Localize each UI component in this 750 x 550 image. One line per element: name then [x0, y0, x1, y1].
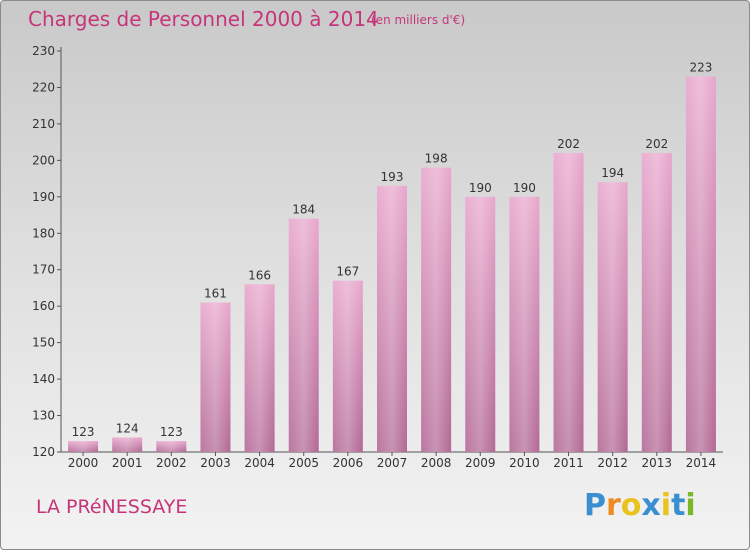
bar-shine-2003	[200, 302, 231, 452]
x-tick-label: 2005	[288, 456, 319, 470]
x-tick-label: 2000	[68, 456, 99, 470]
bar-shine-2005	[288, 218, 319, 452]
place-name: LA PRéNESSAYE	[36, 496, 188, 518]
y-tick-label: 220	[32, 80, 55, 94]
bar-shine-2006	[332, 280, 363, 452]
bar-shine-2010	[509, 196, 540, 452]
y-tick-label: 150	[32, 336, 55, 350]
x-tick-label: 2003	[200, 456, 231, 470]
x-tick-label: 2002	[156, 456, 187, 470]
bar-shine-2013	[641, 153, 672, 452]
x-tick-label: 2013	[642, 456, 673, 470]
x-tick-label: 2014	[686, 456, 717, 470]
data-label: 202	[557, 137, 580, 151]
data-label: 190	[513, 181, 536, 195]
chart-unit: (en milliers d'€)	[371, 13, 466, 27]
data-label: 123	[72, 425, 95, 439]
x-tick-label: 2012	[597, 456, 628, 470]
data-label: 190	[469, 181, 492, 195]
bar-shine-2001	[112, 437, 143, 452]
bar-shine-2014	[685, 76, 716, 452]
logo-letter: t	[671, 488, 686, 523]
logo-letter: P	[584, 488, 606, 523]
y-tick-label: 200	[32, 153, 55, 167]
data-label: 198	[425, 152, 448, 166]
data-label: 124	[116, 421, 139, 435]
x-tick-label: 2011	[553, 456, 584, 470]
bar-shine-2011	[553, 153, 584, 452]
logo-letter: x	[641, 488, 661, 523]
chart-title: Charges de Personnel 2000 à 2014	[28, 7, 379, 31]
data-label: 166	[248, 268, 271, 282]
y-tick-label: 190	[32, 190, 55, 204]
data-label: 202	[645, 137, 668, 151]
logo-letter: i	[660, 488, 672, 523]
y-tick-label: 130	[32, 409, 55, 423]
data-label: 184	[292, 203, 315, 217]
bar-shine-2002	[156, 441, 187, 452]
data-label: 194	[601, 166, 624, 180]
bar-shine-2012	[597, 182, 628, 452]
x-tick-label: 2009	[465, 456, 496, 470]
y-tick-label: 140	[32, 372, 55, 386]
x-tick-label: 2004	[244, 456, 275, 470]
x-tick-label: 2008	[421, 456, 452, 470]
bar-shine-2008	[421, 167, 452, 452]
data-label: 123	[160, 425, 183, 439]
bar-shine-2004	[244, 284, 275, 452]
data-label: 161	[204, 287, 227, 301]
y-tick-label: 210	[32, 117, 55, 131]
x-tick-label: 2001	[112, 456, 143, 470]
x-tick-label: 2006	[333, 456, 364, 470]
bars-group	[68, 76, 716, 452]
y-tick-label: 170	[32, 263, 55, 277]
logo-letter: r	[606, 488, 621, 523]
bar-shine-2009	[465, 196, 496, 452]
y-tick-label: 160	[32, 299, 55, 313]
y-tick-label: 180	[32, 226, 55, 240]
data-labels-group: 123 124 123 161 166 184 167 193 198 190 190 202 194 2…	[72, 61, 713, 440]
bar-shine-2007	[377, 185, 407, 452]
data-label: 193	[381, 170, 404, 184]
bar-shine-2000	[68, 441, 99, 452]
y-tick-label: 230	[32, 44, 55, 58]
y-tick-label: 120	[32, 445, 55, 459]
x-tick-label: 2007	[377, 456, 408, 470]
logo-letter: i	[685, 488, 696, 523]
logo-letter: o	[620, 488, 642, 523]
proxiti-logo: Proxiti	[584, 488, 696, 523]
x-tick-label: 2010	[509, 456, 540, 470]
axes-group: 120 130 140 150 160 170 180 190 200 210 220 230 2000…	[32, 44, 723, 470]
data-label: 223	[689, 61, 712, 75]
data-label: 167	[336, 265, 359, 279]
